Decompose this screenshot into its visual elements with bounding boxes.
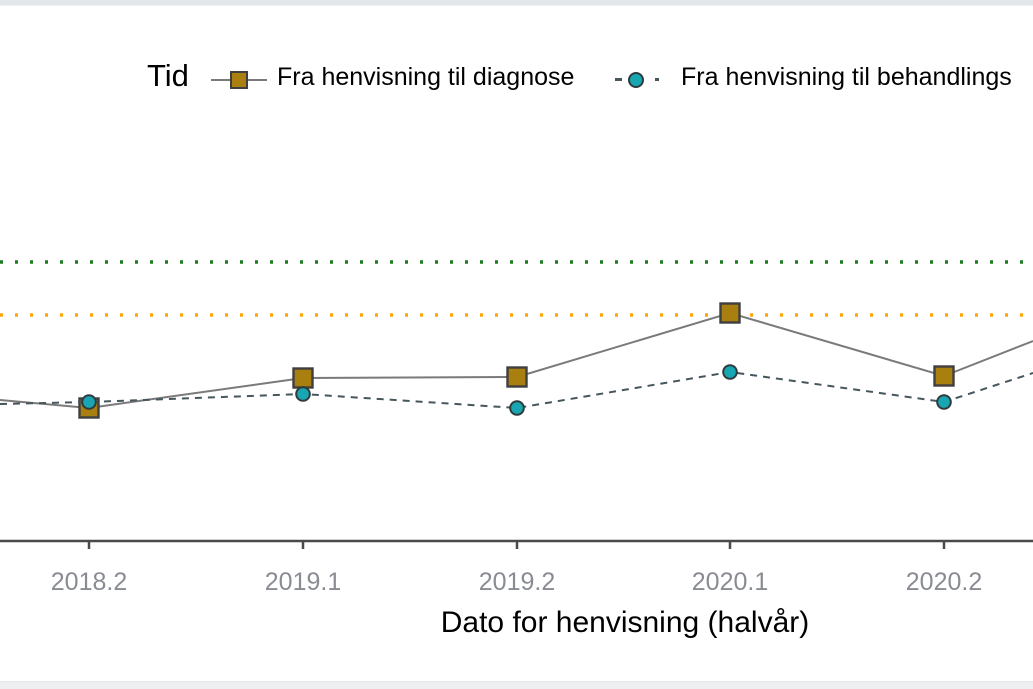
legend-key-behandling <box>615 70 665 90</box>
dashed-line-sample <box>655 78 659 81</box>
legend-label-diagnose: Fra henvisning til diagnose <box>277 63 575 91</box>
data-point-circle <box>936 394 952 410</box>
data-point-square <box>719 302 741 324</box>
x-tick-label: 2020.2 <box>906 568 982 596</box>
x-tick-label: 2018.2 <box>51 568 127 596</box>
data-point-circle <box>722 364 738 380</box>
x-tick-label: 2019.1 <box>265 568 341 596</box>
data-point-circle <box>81 394 97 410</box>
data-point-circle <box>295 386 311 402</box>
x-axis-title: Dato for henvisning (halvår) <box>441 606 810 639</box>
top-edge-strip <box>0 0 1033 6</box>
x-tick-label: 2019.2 <box>479 568 555 596</box>
data-point-square <box>292 367 314 389</box>
legend-title: Tid <box>147 58 189 93</box>
dashed-line-sample <box>615 78 622 81</box>
chart-legend: Tid Fra henvisning til diagnose Fra henv… <box>0 0 1033 110</box>
data-point-square <box>506 366 528 388</box>
legend-label-behandling: Fra henvisning til behandlings <box>681 63 1012 91</box>
series-line-square <box>0 311 1033 410</box>
bottom-edge-strip <box>0 681 1033 689</box>
data-point-square <box>933 365 955 387</box>
circle-marker-icon <box>628 72 644 88</box>
legend-key-diagnose <box>211 68 267 92</box>
square-marker-icon <box>230 71 248 89</box>
data-point-circle <box>509 400 525 416</box>
x-tick-label: 2020.1 <box>692 568 768 596</box>
